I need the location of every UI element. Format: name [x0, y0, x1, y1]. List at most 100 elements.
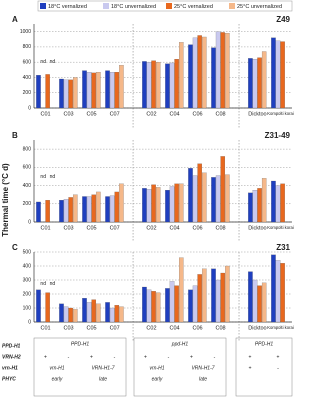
nd-annotation: nd: [40, 59, 46, 65]
table-cell: -: [214, 354, 216, 360]
legend-swatch: [229, 3, 235, 9]
bar: [86, 196, 92, 223]
bar: [146, 189, 152, 223]
bar: [215, 31, 221, 109]
panel-title: Z49: [276, 15, 290, 24]
bar: [68, 197, 73, 223]
legend-label: 25°C unvernalized: [237, 4, 282, 10]
bar: [261, 178, 267, 223]
table-box: [33, 337, 127, 397]
x-tick-label: C05: [87, 325, 97, 331]
bar: [151, 60, 156, 109]
panel-title: Z31: [276, 243, 290, 252]
bar: [119, 306, 124, 323]
bar: [151, 291, 156, 323]
bar: [45, 292, 50, 323]
x-tick-label: C07: [110, 325, 120, 331]
table-cell: -: [168, 354, 170, 360]
bar: [59, 78, 64, 109]
bar: [146, 62, 152, 109]
bar: [45, 74, 50, 109]
table-cell: +: [249, 354, 252, 360]
bar: [179, 183, 184, 223]
bar: [114, 191, 120, 223]
table-cell: +: [144, 354, 147, 360]
table-cell: -: [277, 365, 279, 371]
bar: [96, 72, 101, 109]
panel-letter: A: [12, 15, 18, 24]
panel-title: Z31-49: [265, 131, 291, 140]
bar: [142, 188, 147, 223]
bar: [215, 279, 221, 323]
legend-swatch: [166, 3, 172, 9]
bar: [192, 37, 198, 109]
bar: [248, 192, 253, 223]
y-tick-label: 0: [28, 319, 31, 325]
y-tick-label: 100: [23, 305, 32, 311]
bar: [142, 286, 147, 323]
table-cell: -: [68, 354, 70, 360]
x-tick-label: C05: [87, 111, 97, 117]
x-tick-label: C04: [169, 225, 179, 231]
x-tick-label: Kompolti korai: [267, 225, 294, 230]
bar: [179, 257, 184, 323]
bar: [45, 200, 50, 223]
table-cell: early: [52, 376, 63, 382]
bar: [257, 285, 262, 323]
bar: [271, 180, 276, 223]
bar: [109, 307, 115, 323]
bar: [211, 47, 216, 109]
x-tick-label: C08: [216, 225, 226, 231]
legend-box: [37, 0, 293, 12]
y-tick-label: 500: [23, 249, 32, 255]
y-tick-label: 600: [23, 165, 32, 171]
bar: [109, 195, 115, 223]
bar: [59, 303, 64, 323]
bar: [271, 37, 276, 109]
bar: [257, 188, 262, 223]
bar: [211, 268, 216, 323]
y-tick-label: 800: [23, 44, 32, 50]
bar: [275, 185, 281, 223]
bar: [188, 289, 193, 323]
nd-annotation: nd: [50, 174, 56, 180]
x-tick-label: C01: [40, 325, 50, 331]
x-tick-label: C04: [169, 325, 179, 331]
x-tick-label: C06: [193, 325, 203, 331]
y-tick-label: 0: [28, 219, 31, 225]
table-row-label: vrn-H1: [2, 365, 18, 371]
x-tick-label: C07: [110, 111, 120, 117]
bar: [119, 65, 124, 109]
bar: [202, 172, 207, 223]
table-cell: +: [44, 354, 47, 360]
nd-annotation: nd: [50, 59, 56, 65]
table-cell: late: [199, 376, 207, 382]
table-box: [133, 337, 227, 397]
table-header: ppd-H1: [171, 341, 189, 347]
bar: [280, 263, 285, 323]
figure: Thermal time (°C d) 18°C vernalized 18°C …: [1, 0, 294, 397]
bar: [248, 58, 253, 109]
bar: [197, 274, 202, 323]
legend-label: 18°C vernalized: [48, 4, 87, 10]
table-header: PPD-H1: [255, 341, 274, 347]
x-tick-label: C03: [64, 325, 74, 331]
y-tick-label: 0: [28, 105, 31, 111]
panel-letter: C: [12, 243, 18, 252]
nd-annotation: nd: [40, 174, 46, 180]
bar: [248, 271, 253, 323]
bar: [174, 285, 179, 323]
bar: [63, 306, 69, 323]
bar: [114, 72, 120, 109]
x-tick-label: C08: [216, 325, 226, 331]
bar: [91, 72, 96, 109]
bar: [169, 62, 175, 109]
bar: [73, 194, 78, 223]
bar: [197, 163, 202, 223]
bar: [151, 184, 156, 223]
bar: [155, 62, 161, 109]
bar: [36, 289, 41, 323]
bar: [146, 289, 152, 323]
y-tick-label: 600: [23, 60, 32, 66]
table-cell: early: [152, 376, 163, 382]
